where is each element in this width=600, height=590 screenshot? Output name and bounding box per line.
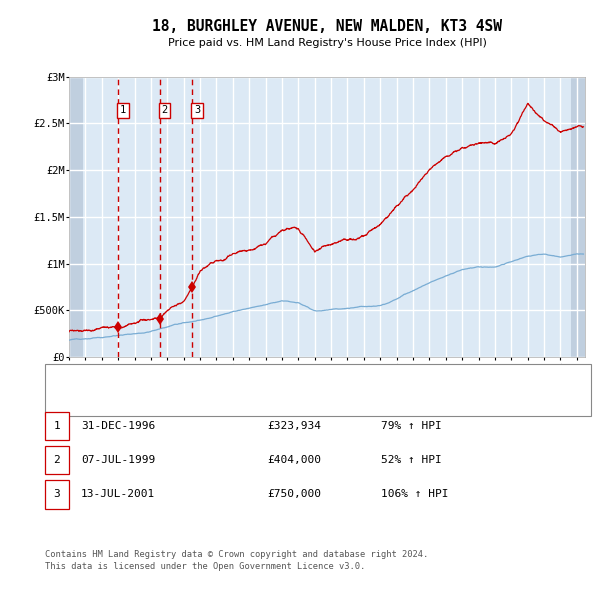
Text: 13-JUL-2001: 13-JUL-2001 <box>81 490 155 499</box>
Text: Price paid vs. HM Land Registry's House Price Index (HPI): Price paid vs. HM Land Registry's House … <box>167 38 487 48</box>
Bar <box>571 77 585 357</box>
Text: 07-JUL-1999: 07-JUL-1999 <box>81 455 155 465</box>
Text: £323,934: £323,934 <box>267 421 321 431</box>
Text: 52% ↑ HPI: 52% ↑ HPI <box>381 455 442 465</box>
Text: 1: 1 <box>120 106 126 115</box>
Text: £404,000: £404,000 <box>267 455 321 465</box>
Bar <box>69 77 83 357</box>
Text: HPI: Average price, detached house, Kingston upon Thames: HPI: Average price, detached house, King… <box>86 396 436 407</box>
Text: £750,000: £750,000 <box>267 490 321 499</box>
Text: 3: 3 <box>53 490 61 499</box>
Text: 106% ↑ HPI: 106% ↑ HPI <box>381 490 449 499</box>
Text: 31-DEC-1996: 31-DEC-1996 <box>81 421 155 431</box>
Text: 79% ↑ HPI: 79% ↑ HPI <box>381 421 442 431</box>
Text: 2: 2 <box>161 106 167 115</box>
Text: Contains HM Land Registry data © Crown copyright and database right 2024.
This d: Contains HM Land Registry data © Crown c… <box>45 550 428 571</box>
Bar <box>571 77 585 357</box>
Text: 2: 2 <box>53 455 61 465</box>
Text: 3: 3 <box>194 106 200 115</box>
Text: 1: 1 <box>53 421 61 431</box>
Bar <box>69 77 83 357</box>
Text: 18, BURGHLEY AVENUE, NEW MALDEN, KT3 4SW (detached house): 18, BURGHLEY AVENUE, NEW MALDEN, KT3 4SW… <box>86 372 442 382</box>
Text: 18, BURGHLEY AVENUE, NEW MALDEN, KT3 4SW: 18, BURGHLEY AVENUE, NEW MALDEN, KT3 4SW <box>152 19 502 34</box>
